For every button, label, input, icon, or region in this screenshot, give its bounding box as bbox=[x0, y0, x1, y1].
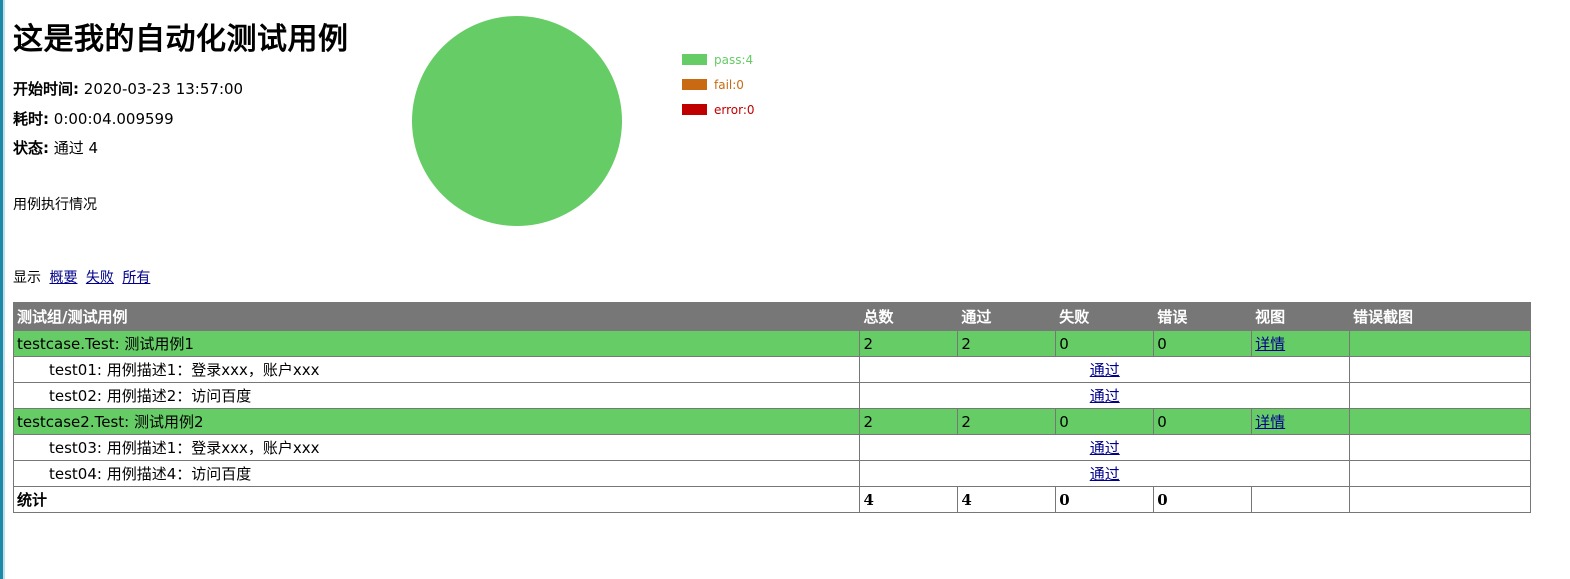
filter-summary-link[interactable]: 概要 bbox=[49, 270, 78, 286]
case-status-link[interactable]: 通过 bbox=[1089, 387, 1120, 405]
group-fail: 0 bbox=[1055, 408, 1155, 435]
total-pass: 4 bbox=[957, 486, 1057, 513]
legend-item-fail: fail:0 bbox=[682, 78, 755, 103]
filter-bar: 显示 概要 失败 所有 bbox=[13, 267, 150, 287]
duration-label: 耗时: bbox=[13, 110, 49, 128]
group-name: testcase2.Test: 测试用例2 bbox=[12, 408, 861, 435]
filter-failed-link[interactable]: 失败 bbox=[85, 270, 114, 286]
status-label: 状态: bbox=[13, 139, 49, 157]
header-fail: 失败 bbox=[1055, 302, 1155, 331]
case-name: test02: 用例描述2：访问百度 bbox=[12, 382, 861, 409]
header-pass: 通过 bbox=[957, 302, 1057, 331]
page-title: 这是我的自动化测试用例 bbox=[13, 22, 349, 57]
legend-label-fail: fail:0 bbox=[714, 78, 744, 92]
case-status-cell: 通过 bbox=[859, 434, 1351, 461]
case-screenshot-cell bbox=[1349, 460, 1531, 487]
table-row-total: 统计 4 4 0 0 bbox=[12, 486, 1531, 513]
total-count: 4 bbox=[859, 486, 959, 513]
group-view-cell: 详情 bbox=[1251, 408, 1351, 435]
header-error: 错误 bbox=[1153, 302, 1253, 331]
window-left-border bbox=[0, 0, 3, 579]
table-header-row: 测试组/测试用例 总数 通过 失败 错误 视图 错误截图 bbox=[12, 302, 1531, 331]
case-name: test01: 用例描述1：登录xxx，账户xxx bbox=[12, 356, 861, 383]
start-time-value: 2020-03-23 13:57:00 bbox=[83, 80, 244, 98]
group-name: testcase.Test: 测试用例1 bbox=[12, 330, 861, 357]
legend-item-pass: pass:4 bbox=[682, 53, 755, 78]
legend-label-pass: pass:4 bbox=[714, 53, 754, 67]
status: 状态: 通过 4 bbox=[13, 137, 98, 158]
case-status-link[interactable]: 通过 bbox=[1089, 465, 1120, 483]
table-row-case: test01: 用例描述1：登录xxx，账户xxx 通过 bbox=[12, 356, 1531, 383]
total-fail: 0 bbox=[1055, 486, 1155, 513]
table-row-group: testcase.Test: 测试用例1 2 2 0 0 详情 bbox=[12, 330, 1531, 357]
result-pie-chart bbox=[412, 16, 622, 226]
header-view: 视图 bbox=[1251, 302, 1351, 331]
table-row-group: testcase2.Test: 测试用例2 2 2 0 0 详情 bbox=[12, 408, 1531, 435]
case-screenshot-cell bbox=[1349, 356, 1531, 383]
header-error-screenshot: 错误截图 bbox=[1349, 302, 1531, 331]
case-status-link[interactable]: 通过 bbox=[1089, 361, 1120, 379]
table-row-case: test02: 用例描述2：访问百度 通过 bbox=[12, 382, 1531, 409]
total-view-cell bbox=[1251, 486, 1351, 513]
case-status-cell: 通过 bbox=[859, 382, 1351, 409]
group-error: 0 bbox=[1153, 330, 1253, 357]
group-screenshot-cell bbox=[1349, 408, 1531, 435]
group-total: 2 bbox=[859, 408, 959, 435]
start-time: 开始时间: 2020-03-23 13:57:00 bbox=[13, 78, 243, 99]
pie-slice-pass bbox=[412, 16, 622, 226]
group-pass: 2 bbox=[957, 330, 1057, 357]
header-test-group: 测试组/测试用例 bbox=[12, 302, 861, 331]
header-total: 总数 bbox=[859, 302, 959, 331]
group-total: 2 bbox=[859, 330, 959, 357]
group-view-cell: 详情 bbox=[1251, 330, 1351, 357]
window-left-border-shade bbox=[3, 0, 5, 579]
detail-link[interactable]: 详情 bbox=[1255, 413, 1286, 431]
total-label: 统计 bbox=[12, 486, 861, 513]
status-value: 通过 4 bbox=[53, 139, 99, 157]
group-pass: 2 bbox=[957, 408, 1057, 435]
group-fail: 0 bbox=[1055, 330, 1155, 357]
legend-swatch-pass bbox=[682, 54, 707, 65]
case-name: test04: 用例描述4：访问百度 bbox=[12, 460, 861, 487]
legend-item-error: error:0 bbox=[682, 103, 755, 128]
result-table: 测试组/测试用例 总数 通过 失败 错误 视图 错误截图 testcase.Te… bbox=[12, 302, 1531, 513]
detail-link[interactable]: 详情 bbox=[1255, 335, 1286, 353]
case-status-link[interactable]: 通过 bbox=[1089, 439, 1120, 457]
case-status-cell: 通过 bbox=[859, 460, 1351, 487]
group-error: 0 bbox=[1153, 408, 1253, 435]
case-screenshot-cell bbox=[1349, 434, 1531, 461]
legend-swatch-fail bbox=[682, 79, 707, 90]
duration: 耗时: 0:00:04.009599 bbox=[13, 108, 174, 129]
total-error: 0 bbox=[1153, 486, 1253, 513]
total-screenshot-cell bbox=[1349, 486, 1531, 513]
chart-legend: pass:4 fail:0 error:0 bbox=[682, 53, 755, 128]
start-time-label: 开始时间: bbox=[13, 80, 79, 98]
duration-value: 0:00:04.009599 bbox=[53, 110, 174, 128]
filter-label: 显示 bbox=[13, 270, 41, 286]
report-description: 用例执行情况 bbox=[13, 197, 97, 213]
table-row-case: test04: 用例描述4：访问百度 通过 bbox=[12, 460, 1531, 487]
table-row-case: test03: 用例描述1：登录xxx，账户xxx 通过 bbox=[12, 434, 1531, 461]
legend-label-error: error:0 bbox=[714, 103, 755, 117]
legend-swatch-error bbox=[682, 104, 707, 115]
filter-all-link[interactable]: 所有 bbox=[122, 270, 151, 286]
case-name: test03: 用例描述1：登录xxx，账户xxx bbox=[12, 434, 861, 461]
group-screenshot-cell bbox=[1349, 330, 1531, 357]
case-status-cell: 通过 bbox=[859, 356, 1351, 383]
case-screenshot-cell bbox=[1349, 382, 1531, 409]
